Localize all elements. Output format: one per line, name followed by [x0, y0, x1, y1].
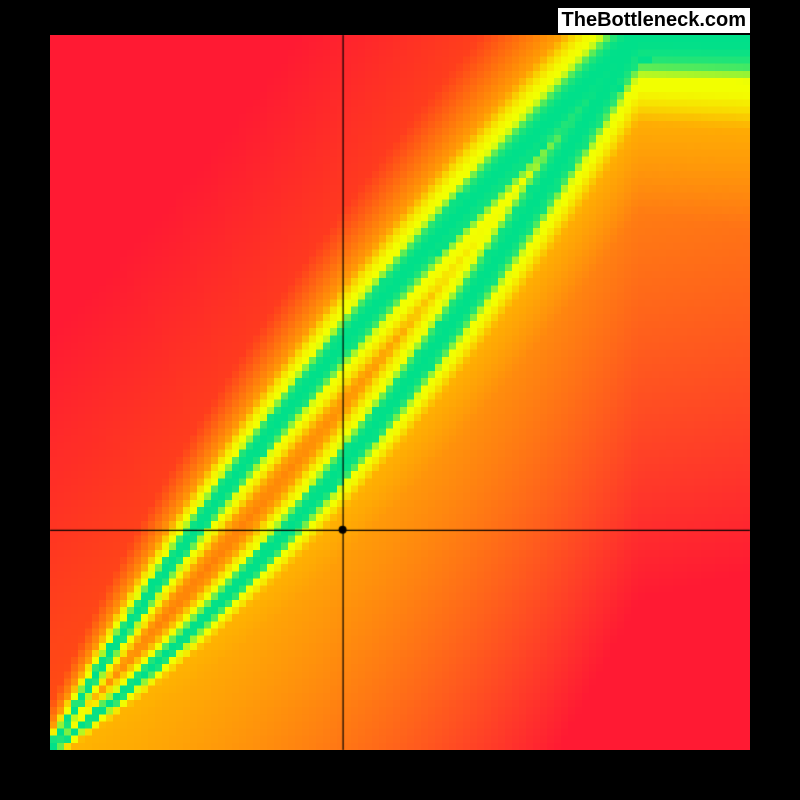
crosshair-overlay	[0, 0, 800, 800]
chart-container: TheBottleneck.com	[0, 0, 800, 800]
watermark-label: TheBottleneck.com	[558, 8, 750, 33]
